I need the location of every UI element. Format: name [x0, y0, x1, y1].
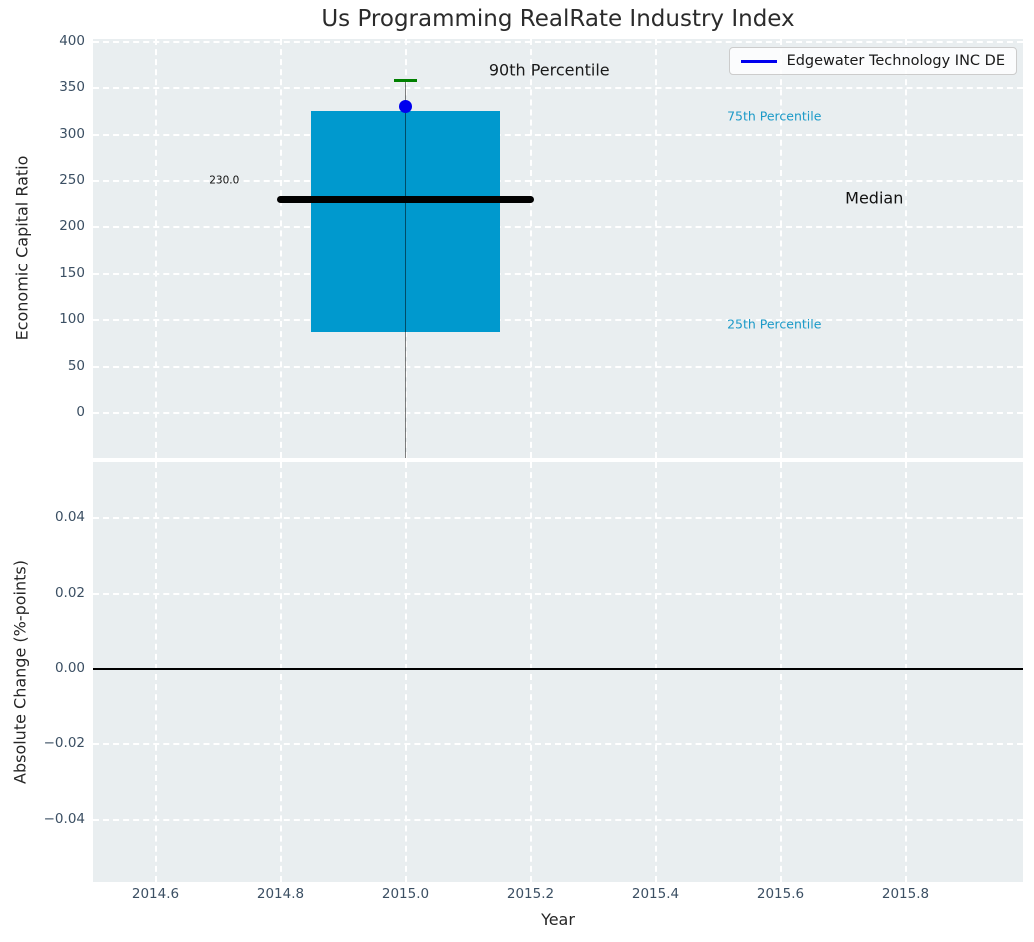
gridline-vertical	[279, 462, 282, 882]
gridline-vertical	[154, 39, 157, 458]
y-tick-label: 0.00	[54, 659, 85, 676]
p90-cap	[394, 79, 417, 83]
y-tick-label: 200	[59, 218, 85, 235]
annotation-25th-percentile: 25th Percentile	[727, 316, 822, 332]
gridline-vertical	[779, 462, 782, 882]
legend-label: Edgewater Technology INC DE	[786, 53, 1005, 69]
gridline-horizontal	[93, 40, 1023, 43]
x-tick-label: 2014.8	[256, 886, 305, 902]
x-tick-label: 2015.8	[881, 886, 930, 902]
y-tick-label: 250	[59, 172, 85, 189]
annotation-75th-percentile: 75th Percentile	[727, 108, 822, 124]
gridline-vertical	[779, 39, 782, 458]
y-tick-label: 0.04	[54, 509, 85, 526]
gridline-vertical	[904, 462, 907, 882]
x-tick-label: 2015.2	[506, 886, 555, 902]
y-tick-label: 150	[59, 264, 85, 281]
gridline-vertical	[154, 462, 157, 882]
median-line	[277, 196, 534, 204]
x-axis-label: Year	[541, 910, 575, 929]
gridline-vertical	[654, 39, 657, 458]
x-tick-label: 2015.6	[756, 886, 805, 902]
y-tick-label: 100	[59, 311, 85, 328]
y-tick-label: 0	[76, 404, 85, 420]
annotation-230-0: 230.0	[209, 174, 240, 187]
legend-line-sample	[740, 59, 777, 63]
gridline-horizontal	[93, 412, 1023, 414]
center-whisker-line	[404, 80, 407, 458]
gridline-horizontal	[93, 592, 1023, 595]
gridline-vertical	[404, 462, 407, 882]
gridline-vertical	[529, 39, 532, 458]
gridline-horizontal	[93, 87, 1023, 90]
gridline-vertical	[529, 462, 532, 882]
gridline-horizontal	[93, 365, 1023, 368]
chart-title: Us Programming RealRate Industry Index	[321, 6, 795, 32]
legend: Edgewater Technology INC DE	[728, 47, 1017, 75]
annotation-median: Median	[845, 188, 904, 208]
x-tick-label: 2015.0	[381, 886, 430, 902]
gridline-horizontal	[93, 517, 1023, 520]
gridline-horizontal	[93, 180, 1023, 183]
y-tick-label: 0.02	[54, 584, 85, 601]
gridline-horizontal	[93, 743, 1023, 746]
x-tick-label: 2015.4	[631, 886, 680, 902]
y-tick-label: 300	[59, 125, 85, 142]
x-tick-label: 2014.6	[131, 886, 180, 902]
gridline-horizontal	[93, 133, 1023, 136]
gridline-horizontal	[93, 319, 1023, 322]
y-tick-label: 50	[67, 357, 85, 374]
y-tick-label: 350	[59, 79, 85, 96]
gridline-vertical	[654, 462, 657, 882]
gridline-vertical	[904, 39, 907, 458]
y-tick-label: −0.02	[43, 735, 85, 752]
gridline-vertical	[279, 39, 282, 458]
top-plot-panel: 90th Percentile 230.0 75th Percentile Media…	[93, 39, 1023, 458]
zero-reference-line	[93, 667, 1023, 670]
y-tick-label: 400	[59, 32, 85, 49]
gridline-horizontal	[93, 818, 1023, 821]
gridline-horizontal	[93, 272, 1023, 275]
company-value-dot	[399, 100, 412, 114]
gridline-horizontal	[93, 226, 1023, 229]
annotation-90th-percentile: 90th Percentile	[488, 60, 610, 80]
bottom-plot-panel	[93, 462, 1023, 882]
y-tick-label: −0.04	[43, 810, 85, 827]
